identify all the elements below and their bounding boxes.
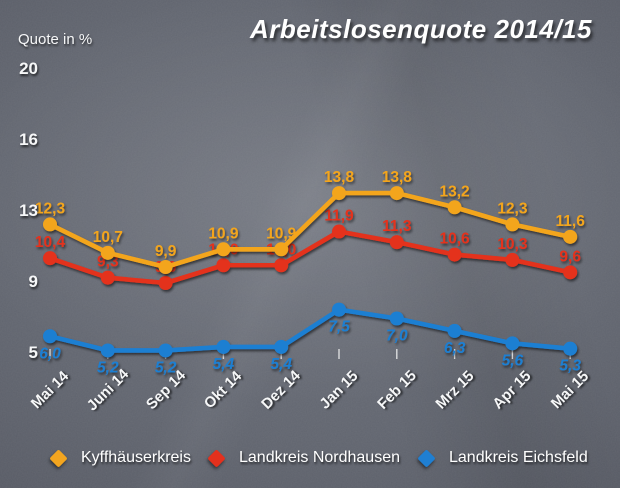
data-label: 5,4	[213, 356, 235, 373]
data-point	[158, 260, 173, 275]
series-line	[47, 307, 573, 353]
data-label: 9,6	[559, 248, 581, 265]
data-point	[563, 265, 578, 280]
data-point	[43, 329, 57, 344]
data-point	[389, 311, 404, 326]
y-axis-title: Quote in %	[18, 31, 93, 48]
y-axis-tick-label: 5	[28, 343, 38, 362]
data-label: 10,4	[35, 234, 66, 251]
data-label: 9,9	[155, 243, 177, 260]
data-point	[216, 242, 231, 257]
data-label: 7,5	[328, 319, 350, 336]
data-point	[447, 323, 462, 338]
data-label: 12,3	[497, 200, 528, 217]
data-label: 10,3	[497, 236, 528, 253]
data-point	[274, 242, 289, 257]
data-point	[100, 343, 115, 358]
data-label: 11,3	[382, 218, 412, 235]
data-point	[447, 247, 462, 262]
data-point	[505, 336, 520, 351]
legend-item-eichsfeld: Landkreis Eichsfeld	[417, 448, 588, 468]
data-point	[505, 252, 520, 267]
data-label: 13,8	[324, 169, 355, 186]
data-point	[563, 341, 578, 356]
data-point	[505, 217, 520, 232]
data-label: 5,6	[502, 352, 524, 369]
data-label: 10,9	[208, 225, 239, 242]
data-point	[100, 245, 115, 260]
data-label: 5,4	[270, 356, 292, 373]
data-label: 10,7	[93, 229, 123, 246]
y-axis-tick-label: 20	[19, 59, 38, 78]
data-point	[447, 200, 462, 215]
y-axis-tick-label: 9	[28, 272, 38, 291]
series-landkreis-eichsfeld: 6,0 5,2 5,2 5,4 5,4 7,5 7,0 6,3 5,6 5,3	[39, 302, 581, 376]
data-point	[332, 224, 346, 239]
data-label: 10,6	[440, 231, 471, 248]
series-kyffh-userkreis: 12,3 10,7 9,9 10,9 10,9 13,8 13,8 13,2 12,3 11,6	[35, 169, 586, 275]
data-label: 5,2	[155, 359, 177, 376]
data-point	[100, 270, 115, 285]
data-point	[389, 186, 404, 201]
data-label: 11,6	[556, 213, 586, 230]
legend-label: Landkreis Eichsfeld	[449, 449, 588, 466]
data-label: 11,9	[324, 208, 354, 225]
y-axis-tick-label: 16	[19, 130, 38, 149]
data-label: 6,3	[444, 340, 466, 357]
legend-item-kyffhaeuserkreis: Kyffhäuserkreis	[49, 448, 191, 468]
legend-item-nordhausen: Landkreis Nordhausen	[207, 448, 400, 468]
data-label: 10,9	[266, 225, 297, 242]
data-point	[158, 343, 173, 358]
data-point	[389, 235, 404, 250]
data-label: 13,8	[382, 169, 413, 186]
data-point	[43, 251, 57, 266]
data-label: 6,0	[39, 345, 61, 362]
legend-diamond-icon	[417, 448, 436, 468]
legend-label: Landkreis Nordhausen	[239, 449, 400, 466]
data-label: 13,2	[440, 183, 470, 200]
series-line	[47, 190, 573, 270]
legend-diamond-icon	[49, 448, 68, 468]
data-label: 5,3	[559, 358, 581, 375]
legend-diamond-icon	[207, 448, 226, 468]
legend-label: Kyffhäuserkreis	[81, 449, 191, 466]
data-point	[43, 217, 57, 232]
data-label: 5,2	[97, 359, 119, 376]
data-label: 7,0	[386, 328, 408, 345]
data-label: 9,3	[97, 254, 119, 271]
series-landkreis-nordhausen: 10,49,39,010,010,011,911,310,610,39,6	[35, 208, 581, 290]
data-point	[216, 339, 231, 354]
data-point	[274, 339, 289, 354]
y-axis-tick-label: 13	[19, 201, 38, 220]
data-point	[332, 302, 346, 317]
data-point	[332, 186, 346, 201]
data-label: 12,3	[35, 200, 66, 217]
data-point	[563, 229, 578, 244]
series-line	[47, 229, 573, 286]
chart-title: Arbeitslosenquote 2014/15	[250, 14, 592, 44]
data-point	[274, 258, 289, 273]
data-point	[216, 258, 231, 273]
data-point	[158, 276, 173, 290]
